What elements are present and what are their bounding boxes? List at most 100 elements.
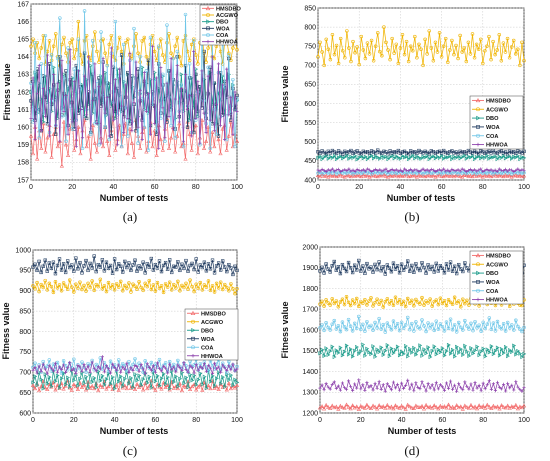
data-point-coa <box>336 324 341 328</box>
data-point-acgwo <box>411 49 415 53</box>
data-point-hmsdbo <box>521 403 527 408</box>
data-point-woa <box>346 260 351 265</box>
data-point-hmsdbo <box>190 384 195 389</box>
series-line-acgwo <box>32 278 238 295</box>
data-point-hmsdbo <box>464 404 469 409</box>
data-point-dbo <box>398 156 403 161</box>
data-point-acgwo <box>119 49 124 54</box>
data-point-coa <box>391 319 396 323</box>
data-point-woa <box>100 258 105 262</box>
data-point-dbo <box>404 154 409 159</box>
data-point-woa <box>133 258 137 262</box>
data-point-woa <box>330 264 334 268</box>
data-point-dbo <box>78 376 83 381</box>
data-point-hmsdbo <box>503 172 508 177</box>
data-point-acgwo <box>196 286 200 291</box>
data-point-dbo <box>491 155 496 160</box>
data-point-woa <box>361 264 365 268</box>
data-point-acgwo <box>206 46 210 50</box>
data-point-woa <box>155 266 160 270</box>
data-point-hmsdbo <box>517 173 522 177</box>
data-point-dbo <box>338 345 343 350</box>
data-point-hmsdbo <box>195 151 200 156</box>
data-point-acgwo <box>398 46 403 50</box>
data-point-hmsdbo <box>194 387 199 392</box>
data-point-dbo <box>157 383 162 388</box>
data-point-acgwo <box>179 63 184 68</box>
data-point-woa <box>202 260 207 264</box>
data-point-acgwo <box>37 289 41 294</box>
data-point-hhwoa <box>520 168 524 172</box>
data-point-coa <box>105 63 109 68</box>
y-tick-label: 166 <box>17 19 29 26</box>
data-point-dbo <box>119 374 123 379</box>
data-point-woa <box>456 151 460 156</box>
data-point-acgwo <box>497 33 502 37</box>
data-point-dbo <box>417 155 422 160</box>
data-point-acgwo <box>176 279 180 284</box>
data-point-hhwoa <box>508 386 512 390</box>
data-point-woa <box>499 149 504 153</box>
data-point-hmsdbo <box>208 386 213 391</box>
data-point-acgwo <box>405 296 410 301</box>
data-point-acgwo <box>342 302 347 307</box>
data-point-woa <box>143 271 147 275</box>
data-point-dbo <box>400 349 404 354</box>
data-point-woa <box>434 261 438 266</box>
legend-swatch-marker <box>206 13 210 17</box>
series-line-woa <box>32 256 238 276</box>
data-point-hhwoa <box>170 368 174 372</box>
data-point-woa <box>161 263 166 268</box>
data-point-coa <box>429 171 434 176</box>
data-point-hmsdbo <box>362 405 367 410</box>
data-point-hhwoa <box>395 382 400 386</box>
data-point-dbo <box>363 154 368 159</box>
data-point-hhwoa <box>337 167 341 171</box>
data-point-dbo <box>396 155 401 160</box>
data-point-acgwo <box>375 31 380 35</box>
data-point-acgwo <box>231 286 235 291</box>
data-point-dbo <box>330 155 335 160</box>
data-point-woa <box>396 148 401 153</box>
data-point-hmsdbo <box>389 404 394 409</box>
data-point-woa <box>430 264 434 269</box>
y-tick-label: 1700 <box>302 307 318 314</box>
data-point-woa <box>151 268 156 272</box>
data-point-acgwo <box>441 44 446 48</box>
data-point-hhwoa <box>512 388 516 392</box>
y-tick-label: 157 <box>17 177 29 184</box>
data-point-woa <box>51 260 56 264</box>
data-point-hmsdbo <box>179 388 185 393</box>
y-tick-label: 700 <box>19 370 31 377</box>
data-point-coa <box>144 69 149 73</box>
data-point-woa <box>355 149 359 153</box>
data-point-acgwo <box>357 62 361 67</box>
data-point-woa <box>54 132 58 136</box>
data-point-hhwoa <box>47 134 52 138</box>
data-point-acgwo <box>106 280 111 285</box>
data-point-dbo <box>450 156 455 162</box>
data-point-dbo <box>155 373 160 379</box>
data-point-woa <box>450 149 454 153</box>
data-point-hmsdbo <box>330 403 335 408</box>
data-point-hmsdbo <box>436 406 441 411</box>
data-point-hmsdbo <box>134 381 140 386</box>
data-point-dbo <box>386 156 391 162</box>
data-point-dbo <box>330 344 335 349</box>
data-point-dbo <box>359 154 364 159</box>
data-point-hhwoa <box>477 168 481 172</box>
y-tick-label: 1500 <box>302 348 318 355</box>
data-point-hhwoa <box>76 363 80 367</box>
data-point-acgwo <box>410 298 414 303</box>
data-point-hhwoa <box>346 379 351 383</box>
data-point-hhwoa <box>74 371 78 376</box>
data-point-acgwo <box>461 297 465 302</box>
data-point-hhwoa <box>453 383 457 387</box>
data-point-coa <box>514 318 518 322</box>
data-point-dbo <box>334 348 339 353</box>
data-point-hhwoa <box>412 389 416 393</box>
data-point-acgwo <box>386 48 390 52</box>
data-point-acgwo <box>187 58 192 63</box>
data-point-dbo <box>458 156 463 161</box>
data-point-hhwoa <box>367 385 371 389</box>
